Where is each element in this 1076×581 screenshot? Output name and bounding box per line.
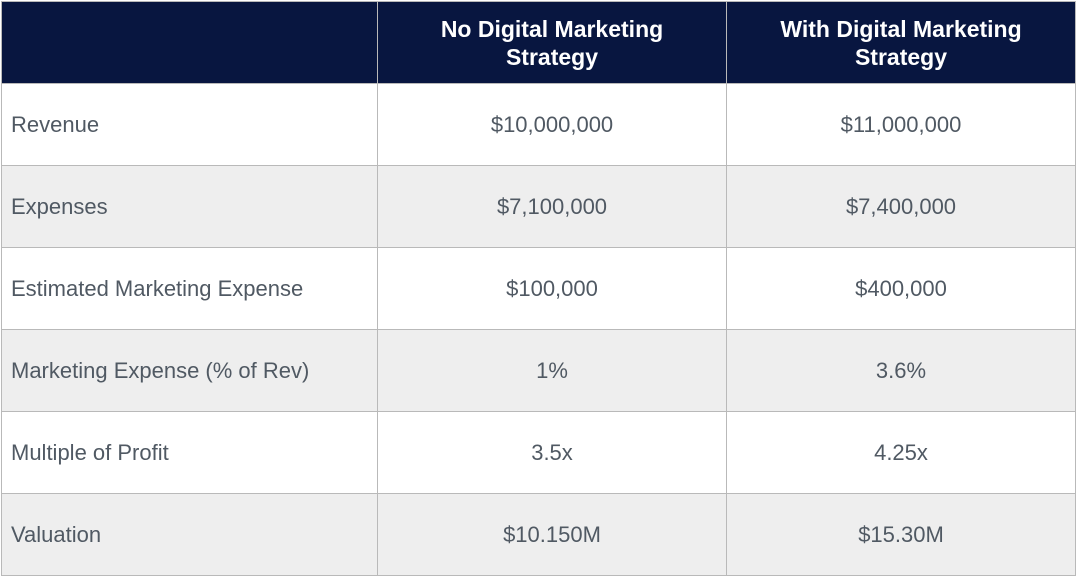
row-label: Valuation xyxy=(1,493,378,576)
no-strategy-value: $7,100,000 xyxy=(377,165,727,248)
with-strategy-value: $11,000,000 xyxy=(726,83,1076,166)
no-strategy-value: $100,000 xyxy=(377,247,727,330)
header-with-strategy-label: With Digital Marketing Strategy xyxy=(780,15,1022,70)
header-corner-cell xyxy=(1,1,378,84)
no-strategy-value: 1% xyxy=(377,329,727,412)
row-label: Expenses xyxy=(1,165,378,248)
table-row: Multiple of Profit 3.5x 4.25x xyxy=(1,411,1076,494)
no-strategy-value: $10,000,000 xyxy=(377,83,727,166)
no-strategy-value: $10.150M xyxy=(377,493,727,576)
row-label: Multiple of Profit xyxy=(1,411,378,494)
with-strategy-value: 4.25x xyxy=(726,411,1076,494)
table-row: Revenue $10,000,000 $11,000,000 xyxy=(1,83,1076,166)
header-no-strategy-label: No Digital Marketing Strategy xyxy=(440,15,664,70)
no-strategy-value: 3.5x xyxy=(377,411,727,494)
header-row: No Digital Marketing Strategy With Digit… xyxy=(1,1,1076,84)
header-with-strategy: With Digital Marketing Strategy xyxy=(726,1,1076,84)
table-row: Valuation $10.150M $15.30M xyxy=(1,493,1076,576)
row-label: Revenue xyxy=(1,83,378,166)
with-strategy-value: $400,000 xyxy=(726,247,1076,330)
with-strategy-value: 3.6% xyxy=(726,329,1076,412)
header-no-strategy: No Digital Marketing Strategy xyxy=(377,1,727,84)
table-row: Marketing Expense (% of Rev) 1% 3.6% xyxy=(1,329,1076,412)
row-label: Estimated Marketing Expense xyxy=(1,247,378,330)
table-row: Estimated Marketing Expense $100,000 $40… xyxy=(1,247,1076,330)
with-strategy-value: $7,400,000 xyxy=(726,165,1076,248)
with-strategy-value: $15.30M xyxy=(726,493,1076,576)
table-row: Expenses $7,100,000 $7,400,000 xyxy=(1,165,1076,248)
row-label: Marketing Expense (% of Rev) xyxy=(1,329,378,412)
